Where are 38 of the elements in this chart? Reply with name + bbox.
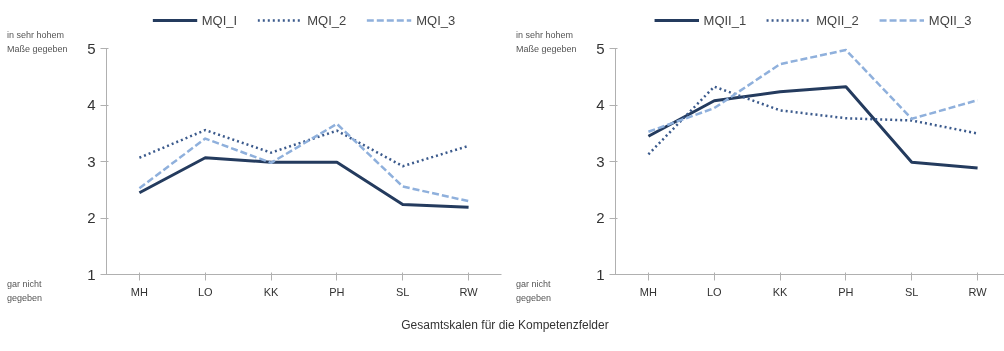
y-tick-label: 5: [87, 39, 96, 57]
text: Gesamtskalen für die Kompetenzfelder: [401, 317, 609, 334]
y-tick-label: 2: [87, 209, 96, 227]
x-tick-label: SL: [905, 285, 919, 298]
y-tick-label: 4: [87, 96, 96, 114]
legend-label: MQII_3: [928, 12, 972, 28]
line-series: [138, 122, 470, 203]
y-tick-label: 2: [596, 209, 605, 227]
x-tick-label: KK: [263, 285, 280, 298]
y-tick-label: 5: [596, 39, 605, 57]
line-series: [137, 156, 471, 209]
y-tick-label: 1: [596, 265, 605, 283]
legend-label: MQII_1: [703, 12, 747, 28]
x-tick-label: KK: [772, 285, 789, 298]
line-series: [647, 85, 979, 156]
x-tick-label: LO: [706, 285, 723, 298]
x-tick-label: RW: [968, 285, 988, 298]
x-tick-label: MH: [130, 285, 149, 298]
y-tick-label: 3: [596, 152, 605, 170]
line-series: [646, 85, 980, 170]
x-tick-label: LO: [197, 285, 214, 298]
legend-label: MQI_3: [416, 12, 456, 28]
x-tick-label: MH: [639, 285, 658, 298]
y-tick-label: 1: [87, 265, 96, 283]
line-series: [138, 128, 470, 168]
x-tick-label: PH: [838, 285, 854, 298]
text: gar nicht gegeben: [7, 278, 44, 305]
x-tick-label: PH: [329, 285, 345, 298]
x-tick-label: RW: [459, 285, 479, 298]
legend-label: MQI_2: [307, 12, 347, 28]
text: in sehr hohem Maße gegeben: [7, 29, 69, 56]
legend-label: MQII_2: [816, 12, 859, 28]
y-tick-label: 4: [596, 96, 605, 114]
x-tick-label: SL: [396, 285, 410, 298]
y-tick-label: 3: [87, 152, 96, 170]
legend-label: MQI_I: [201, 12, 238, 28]
text: gar nicht gegeben: [516, 278, 553, 305]
text: in sehr hohem Maße gegeben: [516, 29, 578, 56]
